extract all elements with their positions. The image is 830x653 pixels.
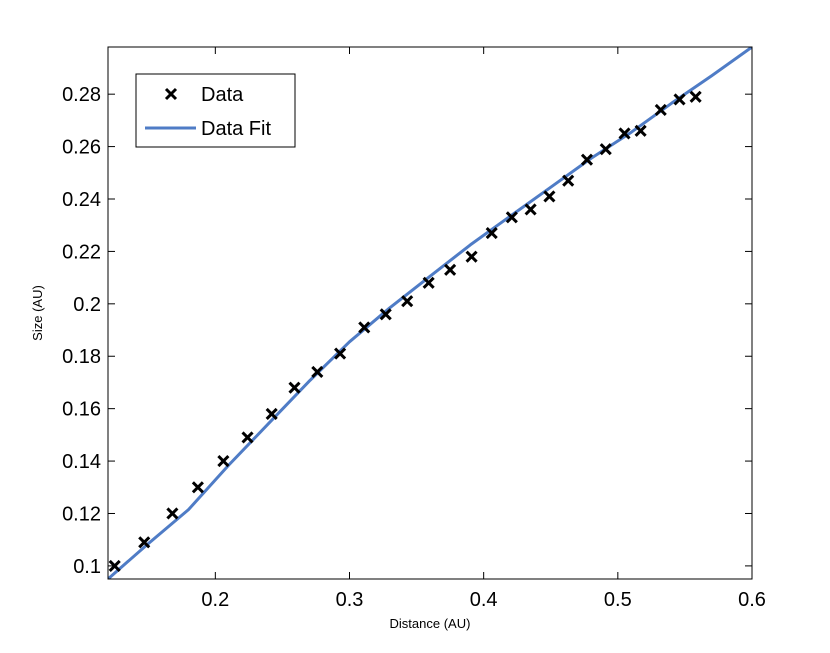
y-tick-label: 0.26: [62, 137, 101, 159]
data-point: [673, 93, 686, 106]
data-point: [444, 263, 457, 276]
tick-layer: 0.2 0.3 0.4 0.5 0.6 0.1 0.12 0.14 0.16 0.18 0.2 0.2…: [62, 47, 766, 611]
data-point: [401, 295, 414, 308]
data-point: [265, 407, 278, 420]
plot-frame: [107, 46, 753, 580]
y-tick-label: 0.24: [62, 189, 101, 211]
data-point: [358, 321, 371, 334]
y-axis-label: Size (AU): [30, 285, 45, 341]
data-point: [166, 507, 179, 520]
y-tick-label: 0.14: [62, 451, 101, 473]
data-point: [465, 250, 478, 263]
x-tick-label: 0.5: [604, 589, 632, 611]
data-point: [334, 347, 347, 360]
data-point: [580, 153, 594, 166]
data-point: [422, 276, 435, 289]
x-tick-label: 0.3: [336, 589, 364, 611]
data-point: [241, 431, 254, 444]
legend-data-marker: [164, 87, 178, 101]
data-point: [689, 90, 702, 103]
data-point: [543, 190, 556, 203]
legend-data-label: Data: [201, 84, 244, 106]
y-tick-label: 0.1: [73, 556, 101, 578]
y-tick-label: 0.22: [62, 241, 101, 263]
y-tick-label: 0.16: [62, 399, 101, 421]
y-tick-label: 0.18: [62, 346, 101, 368]
legend-fit-label: Data Fit: [201, 118, 271, 140]
data-point: [524, 203, 537, 216]
legend: Data Data Fit: [135, 73, 296, 148]
data-point: [618, 127, 631, 140]
data-point: [288, 381, 301, 394]
data-point: [562, 174, 575, 187]
data-point: [379, 308, 392, 321]
y-tick-label: 0.2: [73, 294, 101, 316]
legend-data-x: [164, 87, 178, 101]
y-tick-label: 0.12: [62, 503, 101, 525]
x-tick-label: 0.2: [201, 589, 229, 611]
fit-layer: [108, 47, 752, 579]
legend-box: [135, 73, 296, 148]
data-point: [654, 103, 667, 116]
data-point: [485, 227, 498, 240]
data-point: [191, 481, 204, 494]
y-tick-label: 0.28: [62, 84, 101, 106]
data-point: [599, 143, 612, 156]
fit-line: [108, 47, 752, 579]
marker-layer: [108, 90, 702, 572]
data-point: [634, 124, 647, 137]
x-axis-label: Distance (AU): [390, 616, 471, 631]
data-point: [217, 455, 230, 468]
data-point: [505, 211, 518, 224]
data-point: [138, 536, 151, 549]
data-point: [311, 365, 324, 379]
x-tick-label: 0.6: [738, 589, 766, 611]
x-tick-label: 0.4: [470, 589, 498, 611]
